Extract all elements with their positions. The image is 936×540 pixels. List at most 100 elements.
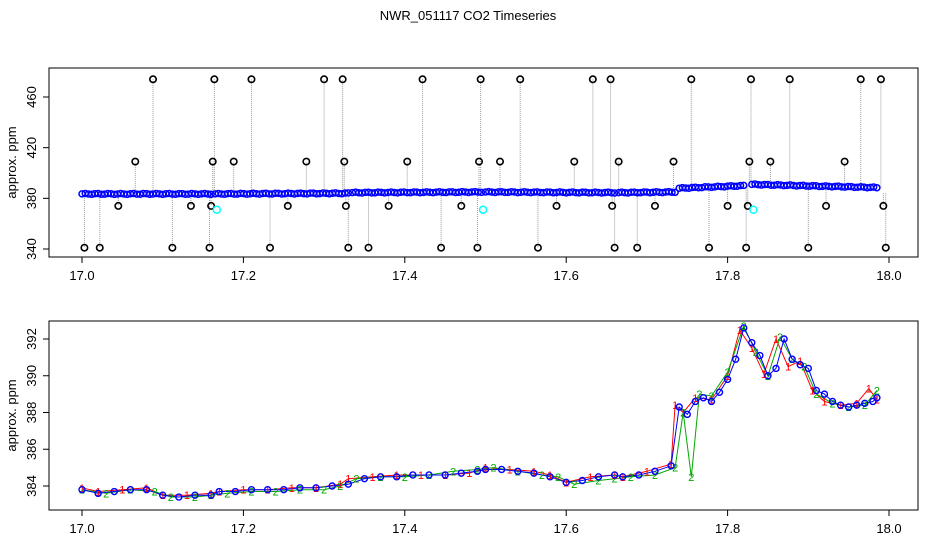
series-marker: 2 bbox=[765, 371, 771, 383]
spike-point bbox=[633, 243, 642, 252]
data-point bbox=[869, 183, 878, 191]
spike-point bbox=[552, 201, 561, 210]
spike-point bbox=[785, 75, 794, 84]
spike-point bbox=[207, 201, 216, 210]
series-marker: 1 bbox=[369, 472, 375, 484]
spike-point bbox=[205, 243, 214, 252]
data-point bbox=[296, 484, 304, 492]
plot-frame-2 bbox=[48, 320, 919, 511]
spike-point bbox=[340, 157, 349, 166]
series-marker: 2 bbox=[103, 488, 109, 500]
spike-point bbox=[516, 75, 525, 84]
data-point bbox=[360, 474, 369, 483]
spike-point bbox=[608, 201, 617, 210]
data-point bbox=[820, 390, 829, 398]
data-point bbox=[514, 467, 522, 475]
data-point bbox=[344, 480, 353, 488]
data-point bbox=[530, 469, 538, 477]
data-point bbox=[618, 473, 627, 481]
spike-point bbox=[457, 201, 466, 210]
spike-point bbox=[247, 75, 256, 84]
x-tick-label: 17.8 bbox=[715, 521, 740, 536]
data-point bbox=[481, 465, 490, 474]
series-marker: 2 bbox=[652, 470, 658, 482]
data-point bbox=[739, 181, 748, 190]
spike-point bbox=[876, 75, 885, 84]
series-marker: 2 bbox=[555, 472, 561, 484]
data-point bbox=[853, 401, 861, 409]
data-point bbox=[280, 485, 288, 494]
series-marker: 1 bbox=[612, 470, 618, 482]
data-point bbox=[736, 181, 745, 190]
data-point bbox=[610, 471, 619, 479]
series-marker: 1 bbox=[345, 474, 351, 486]
series-marker: 2 bbox=[595, 475, 601, 487]
data-point bbox=[764, 372, 772, 380]
series-marker: 1 bbox=[587, 472, 593, 484]
data-point bbox=[691, 397, 700, 406]
data-point bbox=[376, 473, 385, 481]
spike-point bbox=[208, 157, 217, 166]
y-tick-label: 384 bbox=[24, 475, 39, 497]
data-point bbox=[546, 473, 554, 481]
spike-point bbox=[705, 243, 714, 252]
data-point bbox=[675, 403, 683, 411]
y-axis-label: approx. ppm bbox=[4, 126, 19, 198]
series-marker: 2 bbox=[801, 362, 807, 374]
series-marker: 2 bbox=[474, 464, 480, 476]
series-marker: 2 bbox=[672, 463, 678, 475]
x-tick-label: 17.2 bbox=[231, 268, 256, 283]
data-point bbox=[668, 188, 676, 197]
series-marker: 2 bbox=[725, 367, 731, 379]
spike-point bbox=[320, 75, 329, 84]
series-marker: 1 bbox=[620, 472, 626, 484]
data-point bbox=[635, 471, 643, 479]
x-tick-label: 17.0 bbox=[69, 268, 94, 283]
spike-point bbox=[302, 157, 311, 166]
data-point bbox=[594, 473, 603, 481]
spike-point bbox=[186, 201, 195, 210]
series-marker: 2 bbox=[753, 347, 759, 359]
cyan-point bbox=[212, 205, 222, 214]
data-point bbox=[651, 467, 659, 475]
data-point bbox=[844, 403, 853, 411]
cyan-point bbox=[749, 205, 758, 214]
data-point bbox=[207, 190, 215, 199]
series-marker: 1 bbox=[547, 470, 553, 482]
x-tick-label: 17.6 bbox=[554, 268, 579, 283]
series-marker: 1 bbox=[668, 459, 674, 471]
spike-point bbox=[570, 157, 579, 166]
cyan-point bbox=[478, 205, 488, 214]
series-line bbox=[81, 328, 878, 496]
series-marker: 1 bbox=[482, 463, 488, 475]
series-marker: 1 bbox=[160, 490, 166, 502]
x-tick-label: 17.4 bbox=[392, 268, 417, 283]
spike-point bbox=[476, 75, 485, 84]
data-point bbox=[671, 188, 679, 197]
data-point bbox=[341, 189, 349, 197]
spike-point bbox=[283, 201, 292, 210]
data-point bbox=[474, 188, 482, 196]
data-point bbox=[607, 189, 616, 197]
series-marker: 2 bbox=[168, 492, 174, 504]
series-marker: 1 bbox=[442, 470, 448, 482]
x-tick-label: 17.8 bbox=[715, 268, 740, 283]
data-point bbox=[457, 469, 465, 477]
spike-point bbox=[114, 201, 123, 210]
series-marker: 2 bbox=[426, 470, 432, 482]
data-point bbox=[869, 397, 877, 406]
spike-point bbox=[766, 157, 775, 166]
spike-point bbox=[403, 157, 412, 166]
data-point bbox=[215, 487, 223, 496]
y-axis-label: approx. ppm bbox=[4, 379, 19, 451]
x-tick-label: 18.0 bbox=[876, 521, 901, 536]
series-marker: 1 bbox=[289, 483, 295, 495]
x-tick-label: 17.4 bbox=[392, 521, 417, 536]
spike-point bbox=[840, 157, 849, 166]
series-marker: 1 bbox=[854, 398, 860, 410]
spike-point bbox=[473, 243, 482, 252]
series-marker: 1 bbox=[265, 485, 271, 497]
series-marker: 1 bbox=[708, 395, 714, 407]
spike-point bbox=[210, 75, 219, 84]
y-tick-label: 392 bbox=[24, 328, 39, 350]
